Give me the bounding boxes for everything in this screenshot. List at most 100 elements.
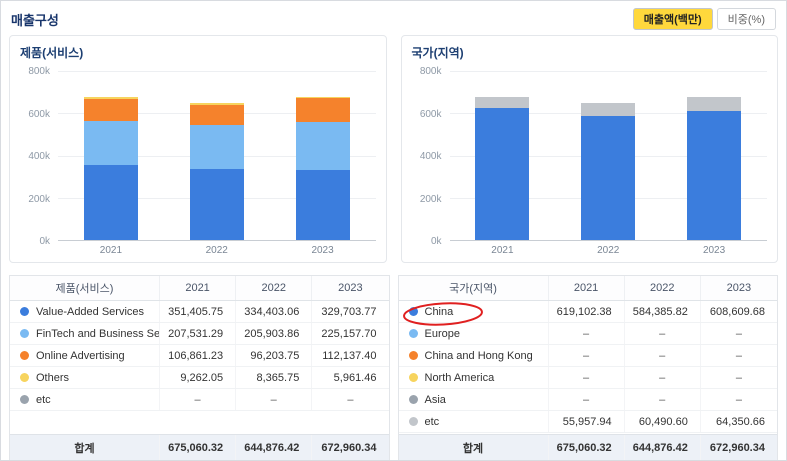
value-cell: – [735, 349, 742, 362]
series-name: Europe [424, 327, 460, 340]
ratio-percent-toggle-button[interactable]: 비중(%) [716, 8, 776, 30]
bar-segment[interactable] [295, 169, 350, 240]
series-name-cell: North America [399, 367, 549, 388]
product-service-chart-panel: 제품(서비스) 800k 600k 400k 200k 0k 2021 2022 2023 [9, 35, 387, 263]
table-row[interactable]: China and Hong Kong – – – [398, 345, 777, 367]
table-row[interactable]: North America – – – [398, 367, 777, 389]
value-cell: 619,102.38 [549, 301, 625, 322]
value-cell: 608,609.68 [709, 305, 765, 318]
value-cell: – [625, 345, 701, 366]
table-row[interactable]: Asia – – – [398, 389, 777, 411]
series-name: North America [424, 371, 495, 384]
bar-segment[interactable] [189, 103, 244, 105]
table-row[interactable]: etc 55,957.94 60,490.60 64,350.66 [398, 411, 777, 433]
table-row[interactable]: FinTech and Business Servi…207,531.29205… [10, 323, 389, 345]
value-cell: 9,262.05 [160, 367, 237, 388]
legend-dot-icon [20, 307, 29, 316]
legend-dot-icon [408, 307, 418, 316]
x-axis-label: 2023 [311, 245, 334, 256]
column-header: 제품(서비스) [10, 276, 160, 300]
value-cell: – [236, 389, 313, 410]
y-tick-label: 800k [28, 66, 50, 77]
bar-segment[interactable] [83, 98, 138, 122]
column-header: 2021 [160, 276, 237, 300]
total-row: 합계 675,060.32 644,876.42 672,960.34 [10, 434, 389, 460]
stacked-bar-2021[interactable] [475, 96, 530, 240]
legend-dot-icon [408, 395, 418, 404]
table-row[interactable]: etc – – – [10, 389, 389, 411]
bar-segment[interactable] [189, 168, 244, 240]
x-axis: 2021 2022 2023 [450, 245, 768, 256]
value-cell: 55,957.94 [549, 411, 625, 432]
table-row[interactable]: China 619,102.38 584,385.82 608,609.68 [398, 301, 777, 323]
topbar: 매출구성 매출액(백만) 비중(%) [1, 1, 786, 33]
value-cell: 8,365.75 [236, 367, 313, 388]
column-header: 2022 [625, 276, 701, 300]
bar-segment[interactable] [687, 110, 742, 240]
bar-segment[interactable] [189, 104, 244, 126]
total-value-cell: 672,960.34 [709, 441, 765, 454]
stacked-bar-2022[interactable] [581, 102, 636, 240]
legend-dot-icon [20, 329, 29, 338]
y-tick-label: 400k [28, 151, 50, 162]
table-row[interactable]: Online Advertising 106,861.23 96,203.75 112… [10, 345, 389, 367]
bar-segment[interactable] [295, 122, 350, 170]
value-cell: 112,137.40 [322, 349, 377, 362]
series-name: China [424, 305, 454, 318]
value-cell: – [625, 323, 701, 344]
table-row[interactable]: Others 9,262.05 8,365.75 5,961.46 [10, 367, 389, 389]
bar-segment[interactable] [83, 96, 138, 99]
x-axis-label: 2023 [702, 245, 726, 256]
value-cell: 334,403.06 [236, 301, 313, 322]
value-cell: 205,903.86 [236, 323, 313, 344]
bar-segment[interactable] [581, 115, 636, 240]
series-name-cell: Online Advertising [10, 345, 160, 366]
country-region-table: 국가(지역) 2021 2022 2023 China 619,102.38 584,38… [397, 275, 778, 460]
series-name: Online Advertising [36, 349, 125, 362]
table-row[interactable]: Value-Added Services 351,405.75 334,403.06… [10, 301, 389, 323]
bar-segment[interactable] [295, 97, 350, 99]
column-header: 국가(지역) [399, 276, 549, 300]
bar-segment[interactable] [83, 121, 138, 166]
stacked-bar-2023[interactable] [295, 97, 350, 240]
stacked-bar-chart [449, 71, 767, 241]
series-name: etc [36, 393, 51, 406]
value-cell: 584,385.82 [625, 301, 701, 322]
series-name: Others [36, 371, 70, 384]
value-cell: – [347, 393, 354, 406]
series-name-cell: China and Hong Kong [399, 345, 549, 366]
column-header: 2022 [236, 276, 313, 300]
bar-segment[interactable] [83, 165, 138, 240]
sales-amount-toggle-button[interactable]: 매출액(백만) [632, 8, 713, 30]
bar-group [58, 71, 376, 240]
y-tick-label: 600k [419, 108, 442, 120]
legend-dot-icon [20, 351, 29, 360]
stacked-bar-2023[interactable] [687, 97, 742, 240]
bar-segment[interactable] [475, 108, 530, 240]
gridline [58, 71, 376, 72]
page-title: 매출구성 [11, 12, 59, 28]
y-axis: 800k 600k 400k 200k 0k [20, 66, 58, 247]
stacked-bar-2021[interactable] [83, 96, 138, 240]
series-name-cell: FinTech and Business Servi… [10, 323, 160, 344]
series-name: etc [424, 415, 440, 428]
stacked-bar-2022[interactable] [189, 103, 244, 240]
bar-segment[interactable] [687, 97, 742, 111]
value-cell: 106,861.23 [160, 345, 237, 366]
total-label: 합계 [399, 435, 549, 460]
total-label: 합계 [10, 435, 160, 460]
series-name-cell: China [399, 301, 549, 322]
total-value-cell: 644,876.42 [236, 435, 313, 460]
bar-segment[interactable] [189, 125, 244, 169]
bar-segment[interactable] [581, 102, 636, 116]
table-row[interactable]: Europe – – – [398, 323, 777, 345]
value-cell: 96,203.75 [236, 345, 313, 366]
total-value-cell: 644,876.42 [625, 435, 701, 460]
y-tick-label: 200k [28, 193, 50, 205]
y-axis: 800k 600k 400k 200k 0k [412, 66, 450, 247]
bar-segment[interactable] [475, 96, 530, 109]
bar-segment[interactable] [295, 98, 350, 123]
series-name-cell: etc [10, 389, 160, 410]
chart-area: 800k 600k 400k 200k 0k [20, 66, 376, 247]
